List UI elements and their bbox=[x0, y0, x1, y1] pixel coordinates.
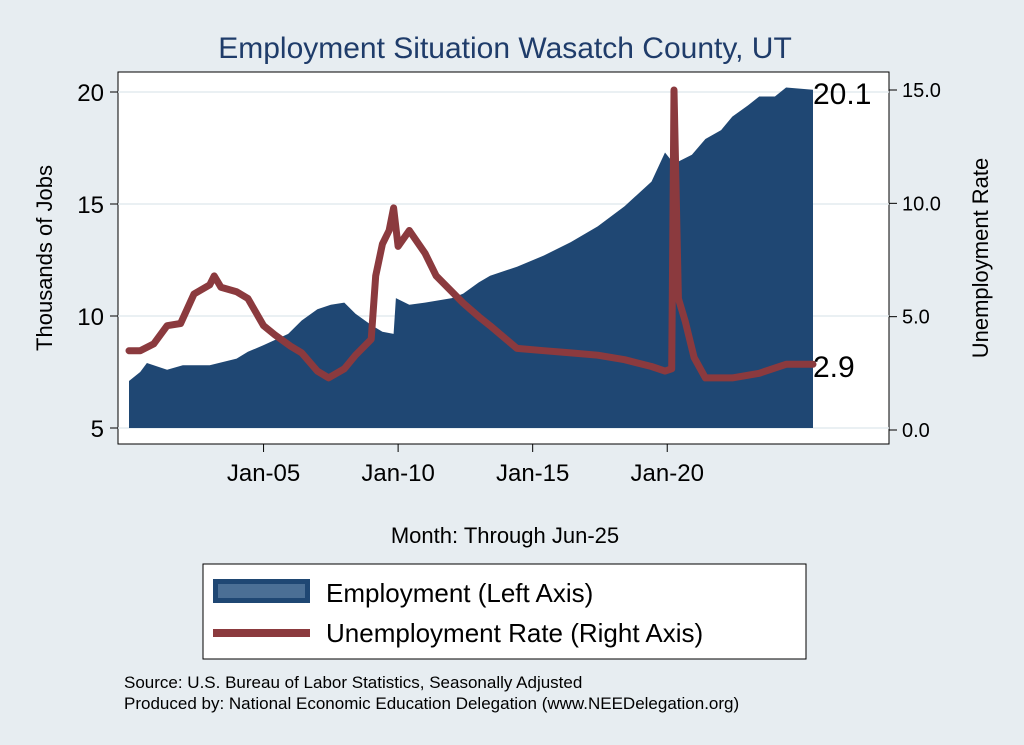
employment-area-layer bbox=[129, 87, 813, 428]
x-axis-title: Month: Through Jun-25 bbox=[391, 523, 619, 548]
left-tick-label: 10 bbox=[77, 304, 104, 331]
right-tick-label: 0.0 bbox=[902, 420, 930, 442]
right-axis: 0.0 5.0 10.0 15.0 bbox=[889, 80, 941, 442]
chart-title: Employment Situation Wasatch County, UT bbox=[218, 32, 792, 65]
legend: Employment (Left Axis) Unemployment Rate… bbox=[202, 563, 807, 660]
producer-note: Produced by: National Economic Education… bbox=[124, 694, 739, 713]
x-axis: Jan-05 Jan-10 Jan-15 Jan-20 bbox=[227, 444, 704, 487]
left-axis: 5 10 15 20 bbox=[77, 80, 118, 443]
legend-box bbox=[202, 563, 807, 660]
right-tick-label: 5.0 bbox=[902, 307, 930, 329]
unemployment-end-label: 2.9 bbox=[813, 351, 855, 384]
legend-label-employment: Employment (Left Axis) bbox=[326, 578, 593, 608]
employment-area bbox=[129, 87, 813, 428]
right-tick-label: 10.0 bbox=[902, 193, 941, 215]
left-tick-label: 5 bbox=[91, 416, 104, 443]
right-tick-label: 15.0 bbox=[902, 80, 941, 102]
left-axis-title: Thousands of Jobs bbox=[32, 165, 57, 351]
x-tick-label: Jan-10 bbox=[361, 460, 434, 487]
left-tick-label: 20 bbox=[77, 80, 104, 107]
source-note: Source: U.S. Bureau of Labor Statistics,… bbox=[124, 673, 582, 692]
legend-label-unemployment: Unemployment Rate (Right Axis) bbox=[326, 618, 703, 648]
x-tick-label: Jan-15 bbox=[496, 460, 569, 487]
x-tick-label: Jan-05 bbox=[227, 460, 300, 487]
unemployment-line bbox=[125, 86, 817, 382]
legend-swatch-employment-inner bbox=[218, 584, 305, 598]
employment-end-label: 20.1 bbox=[813, 78, 871, 111]
right-axis-title: Unemployment Rate bbox=[968, 158, 993, 359]
left-tick-label: 15 bbox=[77, 192, 104, 219]
x-tick-label: Jan-20 bbox=[631, 460, 704, 487]
unemployment-line-layer bbox=[125, 86, 817, 382]
